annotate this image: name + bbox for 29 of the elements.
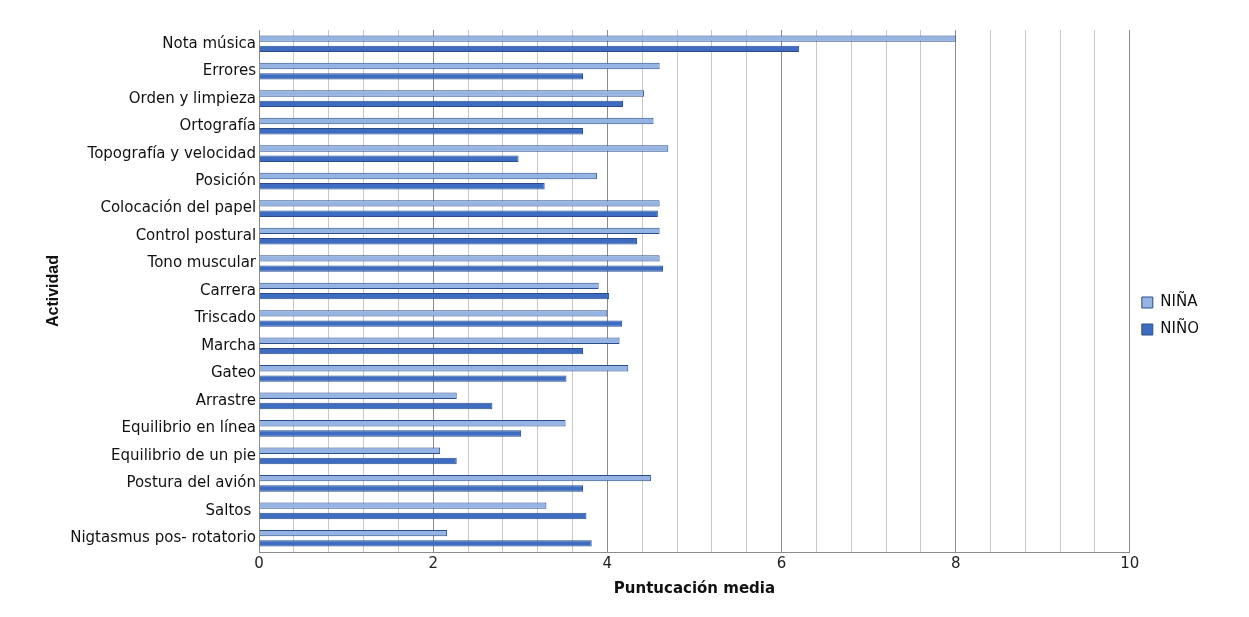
y-tick-label: Gateo [210,363,257,382]
y-tick-label: Equilibrio de un pie [111,445,257,464]
y-tick-label: Postura del avión [126,473,257,492]
x-tick-label: 2 [428,553,438,572]
x-tick-label: 6 [776,553,787,572]
x-tick-label: 10 [1120,553,1140,572]
y-tick-label: Arrastre [195,390,257,409]
y-tick-label: Tono muscular [146,253,257,272]
y-tick-label: Errores [202,61,257,80]
y-tick-label: Ortografía [179,116,257,135]
y-tick-label: Equilibrio en línea [121,418,257,437]
x-tick-label: 4 [602,553,613,572]
y-axis-title: Actividad [44,254,62,328]
legend-label: NIÑO [1160,318,1199,338]
y-tick-label: Saltos [205,500,257,519]
y-tick-label: Colocación del papel [100,198,257,217]
x-tick-label: 0 [254,553,264,572]
y-tick-label: Marcha [201,335,257,354]
y-tick-label: Topografía y velocidad [86,143,257,162]
y-tick-label: Triscado [193,308,257,327]
x-axis-title: Puntucación media [613,578,776,597]
y-tick-label: Orden y limpieza [128,88,257,107]
y-tick-label: Nigtasmus pos- rotatorio [70,528,257,547]
y-tick-label: Posición [195,171,257,189]
y-tick-label: Nota música [162,33,257,52]
x-tick-label: 8 [950,553,961,572]
y-tick-label: Control postural [135,225,257,244]
y-tick-label: Carrera [200,280,257,299]
legend-label: NIÑA [1160,291,1199,311]
